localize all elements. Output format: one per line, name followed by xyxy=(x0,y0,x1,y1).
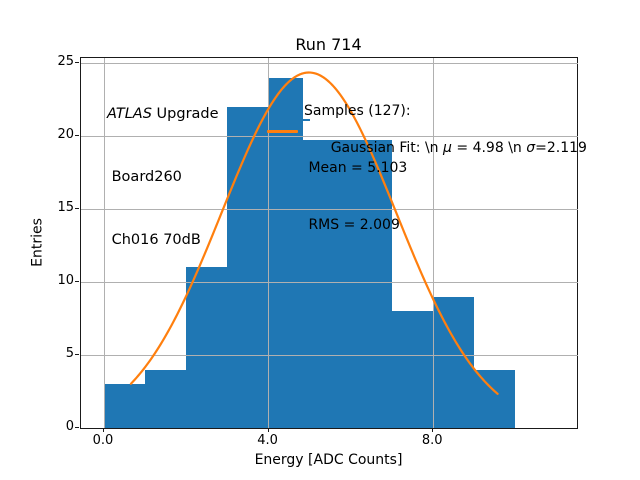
vertical-gridline xyxy=(103,58,105,428)
y-tick-label: 20 xyxy=(57,127,74,142)
y-tickmark xyxy=(75,281,79,282)
stats-mean: Mean = 5.103 xyxy=(304,160,408,176)
x-tick-label: 0.0 xyxy=(92,433,114,448)
y-tickmark xyxy=(75,427,79,428)
histogram-bar xyxy=(433,296,475,428)
y-tickmark xyxy=(75,135,79,136)
histogram-bar xyxy=(227,106,269,428)
upgrade-text: Upgrade xyxy=(151,106,219,122)
y-tick-label: 0 xyxy=(65,419,74,434)
mu-symbol: μ xyxy=(443,140,452,156)
stats-samples: Samples (127): xyxy=(304,103,411,119)
horizontal-gridline xyxy=(81,208,578,210)
horizontal-gridline xyxy=(81,62,578,64)
chart-title: Run 714 xyxy=(295,35,362,54)
legend-mu-value: = 4.98 \n xyxy=(451,140,527,156)
legend-text-prefix: Gaussian Fit: \n xyxy=(330,140,444,156)
detector-annotation: ATLAS Upgrade Board260 Ch016 70dB xyxy=(107,62,219,293)
detector-line2: Board260 xyxy=(107,169,182,185)
y-tick-label: 15 xyxy=(57,200,74,215)
histogram-bar xyxy=(474,369,516,428)
atlas-italic-text: ATLAS xyxy=(107,106,152,122)
legend-backing xyxy=(303,121,565,140)
y-tickmark xyxy=(75,208,79,209)
horizontal-gridline xyxy=(81,354,578,356)
histogram-bar xyxy=(350,121,393,428)
legend-sigma-value: =2.119 xyxy=(535,140,587,156)
gaussian-fit-curve xyxy=(129,71,499,395)
detector-line1: ATLAS Upgrade xyxy=(107,104,219,125)
plot-area: ATLAS Upgrade Board260 Ch016 70dB Sample… xyxy=(80,57,587,429)
y-axis-label: Entries xyxy=(29,218,46,267)
y-tick-label: 25 xyxy=(57,54,74,69)
x-tickmark xyxy=(267,428,269,432)
histogram-bar xyxy=(104,384,146,428)
vertical-gridline xyxy=(432,58,434,428)
x-tickmark xyxy=(432,428,434,432)
x-axis-label: Energy [ADC Counts] xyxy=(254,452,403,468)
y-tick-label: 5 xyxy=(65,346,74,361)
vertical-gridline xyxy=(268,58,270,428)
histogram-bar xyxy=(145,369,187,428)
y-tickmark xyxy=(75,62,79,63)
horizontal-gridline xyxy=(81,135,578,137)
detector-line3: Ch016 70dB xyxy=(107,232,201,248)
legend-label: Gaussian Fit: \n μ = 4.98 \n σ=2.119 xyxy=(304,123,587,174)
histogram-bar xyxy=(309,121,351,428)
horizontal-gridline xyxy=(81,281,578,283)
histogram-bar xyxy=(392,311,434,428)
stats-annotation: Samples (127): Mean = 5.103 RMS = 2.009 xyxy=(304,64,411,273)
stats-text-backing xyxy=(303,64,419,119)
sigma-symbol: σ xyxy=(526,140,536,156)
x-tickmark xyxy=(103,428,104,432)
stats-rms: RMS = 2.009 xyxy=(304,217,400,233)
y-tickmark xyxy=(75,354,79,355)
x-tick-label: 4.0 xyxy=(257,433,278,448)
legend-line-sample xyxy=(267,130,298,133)
histogram-bar xyxy=(186,267,228,428)
x-tick-label: 8.0 xyxy=(421,433,443,448)
y-tick-label: 10 xyxy=(57,273,74,288)
